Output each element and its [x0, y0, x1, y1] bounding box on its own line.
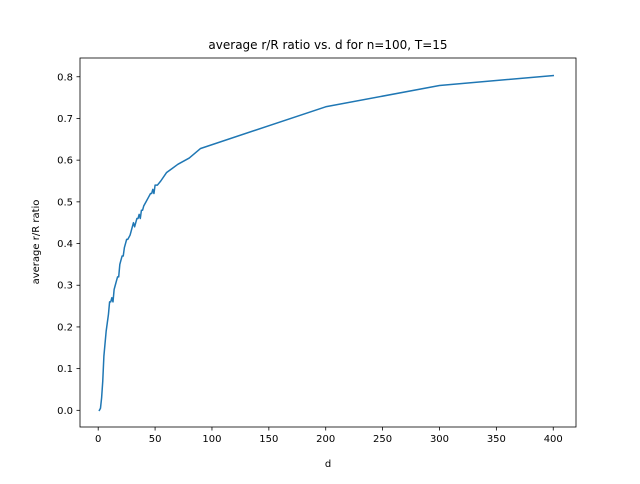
y-tick-label: 0.6	[57, 156, 73, 167]
y-tick-label: 0.7	[57, 114, 73, 125]
x-tick-label: 0	[95, 434, 101, 445]
x-axis-ticks: 0 50 100 150 200 250 300 350 400	[95, 427, 563, 445]
y-tick-label: 0.2	[57, 322, 73, 333]
plot-frame	[79, 57, 577, 428]
y-tick-label: 0.0	[57, 406, 73, 417]
x-tick-label: 100	[202, 434, 221, 445]
x-axis-label: d	[325, 459, 331, 470]
x-tick-label: 150	[259, 434, 278, 445]
y-tick-label: 0.1	[57, 364, 73, 375]
y-tick-label: 0.4	[57, 239, 73, 250]
x-tick-label: 250	[373, 434, 392, 445]
y-tick-label: 0.8	[57, 72, 73, 83]
x-tick-label: 50	[149, 434, 162, 445]
x-tick-label: 200	[316, 434, 335, 445]
x-tick-label: 350	[487, 434, 506, 445]
y-axis-ticks: 0.0 0.1 0.2 0.3 0.4 0.5 0.6 0.7 0.8	[57, 72, 80, 417]
y-tick-label: 0.3	[57, 281, 73, 292]
x-tick-label: 400	[544, 434, 563, 445]
x-tick-label: 300	[430, 434, 449, 445]
y-tick-label: 0.5	[57, 197, 73, 208]
series-line	[98, 74, 555, 412]
chart-title: average r/R ratio vs. d for n=100, T=15	[208, 38, 447, 52]
plot-area	[80, 58, 576, 427]
y-axis-label: average r/R ratio	[31, 200, 42, 285]
